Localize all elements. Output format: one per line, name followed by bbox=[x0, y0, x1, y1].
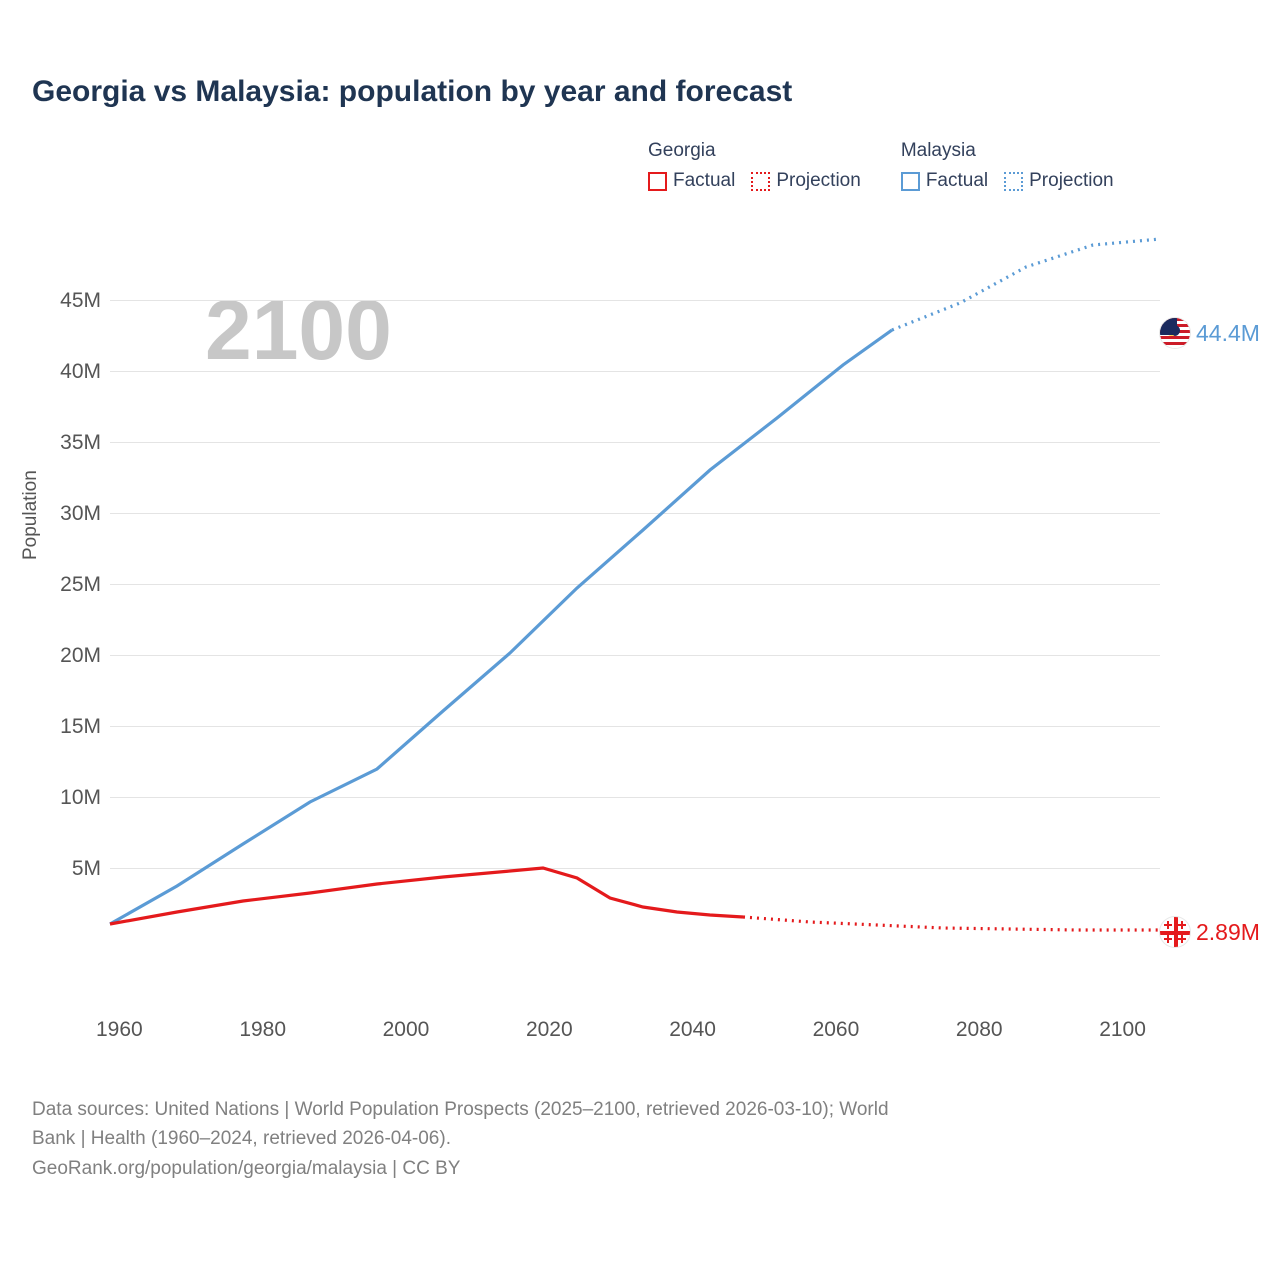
legend-group-georgia: Georgia Factual Projection bbox=[648, 140, 861, 192]
malaysia-projection-line[interactable] bbox=[892, 239, 1160, 330]
georgia-projection-line[interactable] bbox=[743, 917, 1160, 930]
legend-swatch-malaysia-projection[interactable] bbox=[1004, 172, 1023, 191]
legend-swatch-malaysia-factual[interactable] bbox=[901, 172, 920, 191]
legend-swatch-georgia-projection[interactable] bbox=[751, 172, 770, 191]
y-tick-15: 15M bbox=[26, 715, 101, 739]
x-tick-2060: 2060 bbox=[813, 1018, 860, 1042]
legend-items-malaysia: Factual Projection bbox=[901, 170, 1114, 192]
x-tick-2080: 2080 bbox=[956, 1018, 1003, 1042]
x-tick-2100: 2100 bbox=[1099, 1018, 1146, 1042]
malaysia-factual-line[interactable] bbox=[110, 330, 892, 924]
footer-line-2: Bank | Health (1960–2024, retrieved 2026… bbox=[32, 1124, 1252, 1153]
georgia-flag-icon bbox=[1160, 917, 1190, 947]
x-tick-1980: 1980 bbox=[239, 1018, 286, 1042]
chart-root: Georgia vs Malaysia: population by year … bbox=[0, 0, 1280, 1280]
legend-group-malaysia: Malaysia Factual Projection bbox=[901, 140, 1114, 192]
georgia-factual-line[interactable] bbox=[110, 868, 743, 924]
malaysia-end-label[interactable]: 44.4M bbox=[1160, 318, 1260, 348]
legend-title-georgia: Georgia bbox=[648, 140, 861, 162]
legend-label-georgia-factual[interactable]: Factual bbox=[673, 170, 735, 192]
y-tick-40: 40M bbox=[26, 360, 101, 384]
legend-label-malaysia-factual[interactable]: Factual bbox=[926, 170, 988, 192]
legend-items-georgia: Factual Projection bbox=[648, 170, 861, 192]
y-tick-30: 30M bbox=[26, 502, 101, 526]
y-tick-35: 35M bbox=[26, 431, 101, 455]
series-chart-svg bbox=[110, 300, 1160, 1010]
malaysia-flag-icon bbox=[1160, 318, 1190, 348]
legend-title-malaysia: Malaysia bbox=[901, 140, 1114, 162]
georgia-end-label[interactable]: 2.89M bbox=[1160, 917, 1260, 947]
plot-area: 2100 45M 40M 35M 30M 25M 20M 15M 10M 5M bbox=[110, 300, 1160, 1010]
y-tick-45: 45M bbox=[26, 289, 101, 313]
malaysia-end-value: 44.4M bbox=[1196, 320, 1260, 347]
x-tick-2020: 2020 bbox=[526, 1018, 573, 1042]
x-tick-2040: 2040 bbox=[669, 1018, 716, 1042]
y-tick-10: 10M bbox=[26, 786, 101, 810]
chart-legend: Georgia Factual Projection Malaysia Fact… bbox=[648, 140, 1114, 192]
georgia-end-value: 2.89M bbox=[1196, 919, 1260, 946]
y-tick-5: 5M bbox=[26, 857, 101, 881]
chart-footer: Data sources: United Nations | World Pop… bbox=[32, 1095, 1252, 1183]
footer-line-3: GeoRank.org/population/georgia/malaysia … bbox=[32, 1154, 1252, 1183]
x-tick-1960: 1960 bbox=[96, 1018, 143, 1042]
y-tick-25: 25M bbox=[26, 573, 101, 597]
legend-label-georgia-projection[interactable]: Projection bbox=[776, 170, 861, 192]
footer-line-1: Data sources: United Nations | World Pop… bbox=[32, 1095, 1252, 1124]
legend-swatch-georgia-factual[interactable] bbox=[648, 172, 667, 191]
y-tick-20: 20M bbox=[26, 644, 101, 668]
legend-label-malaysia-projection[interactable]: Projection bbox=[1029, 170, 1114, 192]
chart-title: Georgia vs Malaysia: population by year … bbox=[32, 75, 792, 109]
x-axis-labels: 1960 1980 2000 2020 2040 2060 2080 2100 bbox=[110, 1018, 1160, 1042]
x-tick-2000: 2000 bbox=[383, 1018, 430, 1042]
